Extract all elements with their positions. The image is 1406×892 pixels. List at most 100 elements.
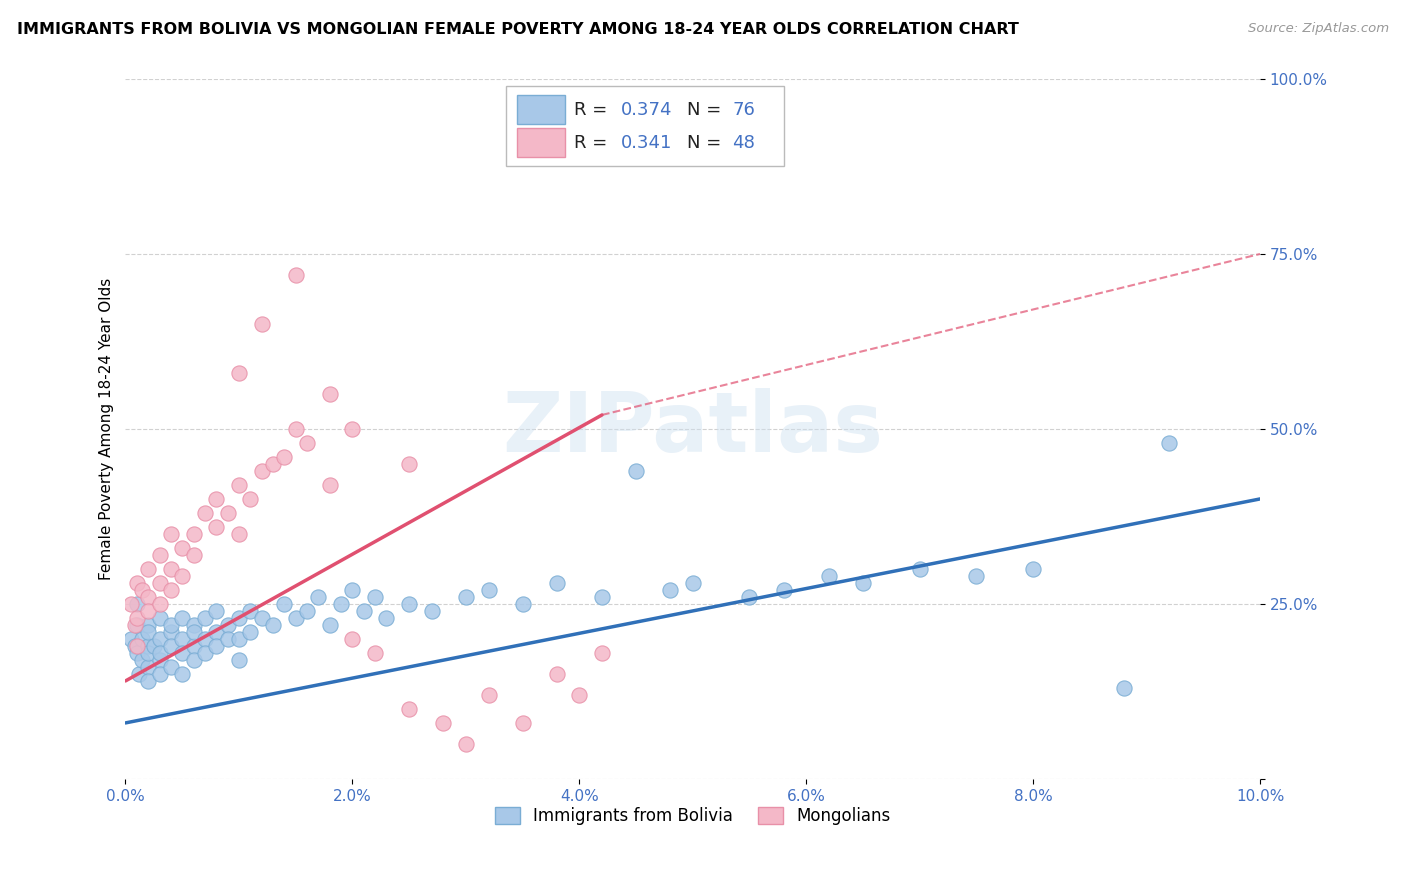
Point xyxy=(284,268,307,282)
Point xyxy=(512,715,534,730)
Point xyxy=(398,702,420,716)
Point xyxy=(172,541,194,555)
Text: 48: 48 xyxy=(733,135,755,153)
Point xyxy=(228,366,250,380)
Point xyxy=(160,562,183,576)
Point xyxy=(420,604,443,618)
Point xyxy=(239,604,262,618)
Legend: Immigrants from Bolivia, Mongolians: Immigrants from Bolivia, Mongolians xyxy=(486,798,898,834)
Point xyxy=(1159,436,1181,450)
Text: N =: N = xyxy=(688,135,727,153)
Point xyxy=(682,576,704,591)
Point xyxy=(148,632,170,646)
Point xyxy=(136,673,159,688)
Point xyxy=(131,582,153,597)
Point xyxy=(546,667,568,681)
Point xyxy=(194,611,217,625)
Point xyxy=(250,317,273,331)
Point xyxy=(364,646,387,660)
Point xyxy=(262,618,284,632)
Point xyxy=(659,582,682,597)
Point xyxy=(148,667,170,681)
Point xyxy=(284,611,307,625)
Point xyxy=(136,624,159,639)
Point xyxy=(624,464,647,478)
Point xyxy=(965,569,987,583)
Point xyxy=(512,597,534,611)
Point xyxy=(375,611,398,625)
Point xyxy=(342,582,364,597)
Point xyxy=(591,646,613,660)
Point xyxy=(160,527,183,541)
Text: 0.374: 0.374 xyxy=(621,101,672,119)
Point xyxy=(228,611,250,625)
Point xyxy=(273,450,295,464)
Point xyxy=(772,582,794,597)
Point xyxy=(124,618,146,632)
Point xyxy=(125,611,148,625)
Point xyxy=(131,653,153,667)
Point xyxy=(148,597,170,611)
Point xyxy=(228,478,250,492)
Point xyxy=(194,646,217,660)
Point xyxy=(217,618,239,632)
Point xyxy=(160,660,183,674)
Point xyxy=(217,632,239,646)
Point xyxy=(148,548,170,562)
Text: Source: ZipAtlas.com: Source: ZipAtlas.com xyxy=(1249,22,1389,36)
Point xyxy=(250,611,273,625)
FancyBboxPatch shape xyxy=(506,86,783,167)
Point xyxy=(353,604,375,618)
Point xyxy=(160,618,183,632)
Point xyxy=(342,422,364,436)
Point xyxy=(172,632,194,646)
Point xyxy=(818,569,841,583)
Point xyxy=(250,464,273,478)
Point xyxy=(908,562,931,576)
Point xyxy=(183,624,205,639)
Point xyxy=(183,548,205,562)
Point xyxy=(172,667,194,681)
Point xyxy=(194,632,217,646)
Point xyxy=(284,422,307,436)
Point xyxy=(591,590,613,604)
Text: IMMIGRANTS FROM BOLIVIA VS MONGOLIAN FEMALE POVERTY AMONG 18-24 YEAR OLDS CORREL: IMMIGRANTS FROM BOLIVIA VS MONGOLIAN FEM… xyxy=(17,22,1019,37)
Point xyxy=(239,491,262,506)
Point xyxy=(142,639,165,653)
Text: R =: R = xyxy=(574,135,613,153)
Point xyxy=(307,590,329,604)
Point xyxy=(546,576,568,591)
Point xyxy=(228,653,250,667)
Point xyxy=(1022,562,1045,576)
Point xyxy=(239,624,262,639)
Point xyxy=(148,646,170,660)
Point xyxy=(205,604,228,618)
Point xyxy=(318,478,340,492)
Point xyxy=(136,618,159,632)
Point xyxy=(217,506,239,520)
Point xyxy=(330,597,353,611)
Point xyxy=(295,604,318,618)
Point xyxy=(273,597,295,611)
Point xyxy=(342,632,364,646)
Point xyxy=(160,624,183,639)
Point xyxy=(477,688,499,702)
Point xyxy=(120,597,142,611)
Point xyxy=(318,387,340,401)
Text: ZIPatlas: ZIPatlas xyxy=(502,388,883,469)
Point xyxy=(128,667,150,681)
Point xyxy=(148,611,170,625)
Point xyxy=(205,520,228,534)
Point xyxy=(738,590,761,604)
Point xyxy=(183,653,205,667)
FancyBboxPatch shape xyxy=(517,95,565,125)
Point xyxy=(398,597,420,611)
Point xyxy=(228,632,250,646)
FancyBboxPatch shape xyxy=(517,128,565,157)
Point xyxy=(125,639,148,653)
Point xyxy=(432,715,454,730)
Point xyxy=(183,639,205,653)
Point xyxy=(125,646,148,660)
Point xyxy=(136,590,159,604)
Point xyxy=(1112,681,1135,695)
